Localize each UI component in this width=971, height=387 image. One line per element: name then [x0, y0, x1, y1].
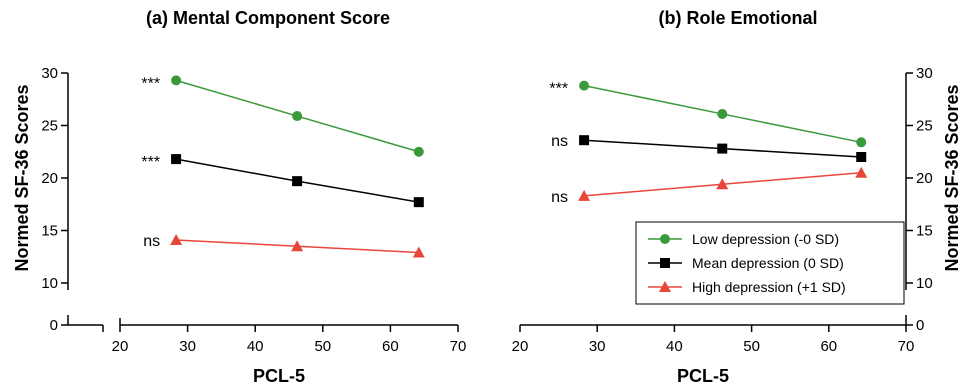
panel-b-data-point-circle	[717, 108, 728, 119]
panel-a-data-point-triangle	[170, 233, 183, 245]
panel-b-data-point-square	[579, 135, 590, 146]
legend-entry-label: Low depression (-0 SD)	[692, 231, 839, 247]
panel-b-y-tick-label: 25	[916, 118, 933, 135]
panel-b-y-tick-label: 20	[916, 170, 933, 187]
legend-marker-circle	[660, 234, 670, 244]
panel-a-y-tick-label: 15	[41, 223, 58, 240]
panel-a-x-tick-label: 30	[179, 338, 196, 355]
panel-b-data-point-triangle	[855, 166, 868, 178]
legend-entry-label: High depression (+1 SD)	[692, 279, 846, 295]
panel-a-y-tick-label: 10	[41, 275, 58, 292]
panel-a-data-point-square	[413, 197, 424, 208]
panel-a-x-tick-label: 60	[382, 338, 399, 355]
panel-b-significance-label: ***	[549, 81, 568, 98]
panel-b-x-tick-label: 40	[666, 338, 683, 355]
panel-a-x-tick-label: 50	[314, 338, 331, 355]
panel-a-data-point-square	[171, 154, 182, 165]
panel-b-data-point-triangle	[578, 189, 591, 201]
panel-b-y-tick-label: 15	[916, 223, 933, 240]
panel-a-data-point-triangle	[291, 240, 304, 252]
panel-a-y-axis-label: Normed SF-36 Scores	[12, 84, 32, 271]
panel-a-data-point-circle	[292, 111, 303, 122]
panel-b-y-tick-label: 10	[916, 275, 933, 292]
panel-a-y-tick-label: 30	[41, 65, 58, 82]
panel-b-title: (b) Role Emotional	[659, 8, 818, 28]
panel-b-y-axis-label: Normed SF-36 Scores	[942, 84, 962, 271]
panel-b-x-tick-label: 70	[898, 338, 915, 355]
panel-b-x-axis-label: PCL-5	[677, 366, 729, 386]
panel-b-data-point-square	[717, 143, 728, 154]
legend-marker-triangle	[659, 281, 671, 292]
panel-a-x-tick-label: 40	[247, 338, 264, 355]
panel-b-significance-label: ns	[551, 133, 568, 150]
panel-b-data-point-circle	[579, 80, 590, 91]
panel-b-significance-label: ns	[551, 189, 568, 206]
panel-a-data-point-square	[292, 176, 303, 187]
panel-a-y-tick-label: 0	[50, 317, 58, 334]
panel-b-x-tick-label: 60	[820, 338, 837, 355]
legend-marker-square	[660, 258, 670, 268]
panel-b-data-point-square	[856, 152, 867, 162]
panel-b-data-point-circle	[856, 137, 867, 148]
panel-a-title: (a) Mental Component Score	[146, 8, 390, 28]
panel-a-significance-label: ns	[143, 233, 160, 250]
panel-b-x-tick-label: 30	[589, 338, 606, 355]
panel-a-y-tick-label: 25	[41, 118, 58, 135]
panel-a-x-tick-label: 70	[450, 338, 467, 355]
panel-a-significance-label: ***	[141, 75, 160, 92]
panel-a-data-point-circle	[413, 146, 424, 157]
panel-a-y-tick-label: 20	[41, 170, 58, 187]
panel-b-y-tick-label: 0	[916, 317, 924, 334]
panel-b-x-tick-label: 50	[743, 338, 760, 355]
legend-entry-label: Mean depression (0 SD)	[692, 255, 844, 271]
panel-b-y-tick-label: 30	[916, 65, 933, 82]
panel-b-data-point-triangle	[716, 178, 729, 190]
panel-a-data-point-circle	[171, 75, 182, 86]
panel-a-data-point-triangle	[412, 246, 425, 258]
panel-a-x-axis-label: PCL-5	[253, 366, 305, 386]
panel-b-x-tick-label: 20	[512, 338, 529, 355]
panel-a-significance-label: ***	[141, 154, 160, 171]
panel-a-x-tick-label: 20	[112, 338, 129, 355]
